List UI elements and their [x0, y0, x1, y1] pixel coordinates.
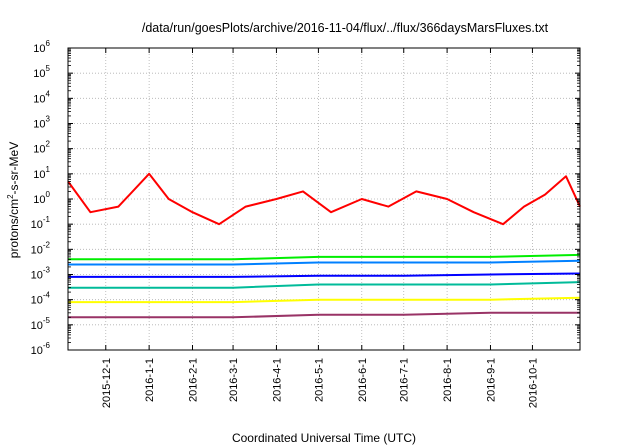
x-tick-label: 2016-9-1 [485, 358, 497, 402]
y-tick-label: 104 [33, 89, 50, 105]
y-tick-label: 10-1 [31, 215, 51, 231]
x-axis-label: Coordinated Universal Time (UTC) [232, 431, 416, 445]
x-tick-label: 2015-12-1 [101, 358, 113, 408]
x-tick-label: 2016-10-1 [527, 358, 539, 408]
y-tick-base: 10 [31, 219, 43, 231]
y-tick-base: 10 [33, 93, 45, 105]
x-tick-label: 2016-8-1 [442, 358, 454, 402]
x-tick-label: 2016-1-1 [144, 358, 156, 402]
y-tick-label: 10-5 [31, 316, 51, 332]
x-tick-label: 2016-3-1 [228, 358, 240, 402]
series-line [68, 253, 581, 261]
y-tick-label: 10-2 [31, 240, 51, 256]
y-tick-label: 105 [33, 64, 50, 80]
y-tick-base: 10 [33, 144, 45, 156]
y-tick-base: 10 [33, 68, 45, 80]
y-tick-base: 10 [33, 194, 45, 206]
y-tick-base: 10 [33, 43, 45, 55]
series-line [68, 296, 581, 304]
x-tick-label: 2016-6-1 [357, 358, 369, 402]
y-tick-exponent: -6 [43, 341, 51, 350]
y-tick-base: 10 [31, 244, 43, 256]
y-tick-base: 10 [31, 270, 43, 282]
x-tick-label: 2016-5-1 [313, 358, 325, 402]
y-tick-exponent: 5 [46, 64, 51, 73]
y-axis-label: protons/cm2-s-sr-MeV [6, 142, 21, 258]
y-tick-exponent: 4 [46, 89, 51, 98]
grid-lines [68, 48, 580, 350]
data-series [67, 172, 581, 319]
y-tick-exponent: -1 [43, 215, 51, 224]
series-line [68, 311, 580, 319]
y-tick-base: 10 [31, 295, 43, 307]
y-tick-label: 10-4 [31, 291, 51, 307]
y-tick-exponent: 1 [46, 165, 51, 174]
y-tick-label: 106 [33, 39, 50, 55]
y-tick-label: 103 [33, 115, 50, 131]
y-tick-label: 100 [33, 190, 50, 206]
series-line [68, 272, 581, 278]
y-tick-base: 10 [33, 169, 45, 181]
series-line [68, 259, 581, 266]
y-tick-label: 10-6 [31, 341, 51, 357]
y-tick-exponent: 0 [46, 190, 51, 199]
y-tick-base: 10 [31, 345, 43, 357]
y-tick-exponent: -4 [43, 291, 51, 300]
y-tick-exponent: -5 [43, 316, 51, 325]
chart-title: /data/run/goesPlots/archive/2016-11-04/f… [142, 21, 549, 35]
x-tick-label: 2016-4-1 [271, 358, 283, 402]
x-axis-ticks: 2015-12-1 2016-1-1 2016-2-1 2016-3-1 2016-4-… [101, 48, 539, 408]
y-axis-label-sup: 2 [6, 194, 15, 199]
y-axis-label-rest: -s-sr-MeV [7, 142, 21, 195]
x-tick-label: 2016-7-1 [399, 358, 411, 402]
series-line [67, 172, 581, 226]
y-axis-label-base: protons/cm [7, 199, 21, 258]
y-tick-label: 10-3 [31, 266, 51, 282]
y-tick-label: 101 [33, 165, 50, 181]
y-tick-exponent: -3 [43, 266, 51, 275]
x-tick-label: 2016-2-1 [188, 358, 200, 402]
y-tick-exponent: 2 [46, 140, 51, 149]
y-tick-base: 10 [33, 119, 45, 131]
y-tick-exponent: 6 [46, 39, 51, 48]
y-tick-exponent: 3 [46, 115, 51, 124]
series-line [68, 281, 581, 289]
y-tick-base: 10 [31, 320, 43, 332]
y-axis-ticks: 10-610-510-410-310-210-11001011021031041… [31, 39, 580, 357]
y-tick-label: 102 [33, 140, 50, 156]
series-line [68, 267, 581, 274]
y-tick-exponent: -2 [43, 240, 51, 249]
